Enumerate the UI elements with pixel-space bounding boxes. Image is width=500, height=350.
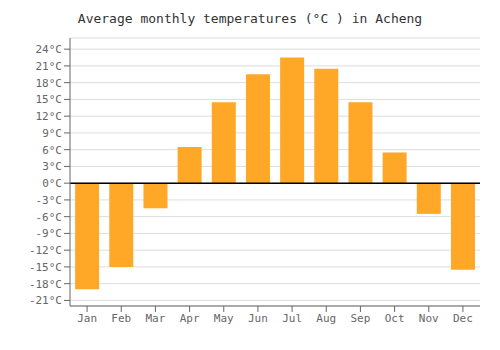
svg-text:0°C: 0°C — [42, 177, 62, 190]
svg-text:21°C: 21°C — [36, 60, 63, 73]
svg-text:Jul: Jul — [282, 312, 302, 325]
svg-text:May: May — [214, 312, 234, 325]
svg-text:9°C: 9°C — [42, 127, 62, 140]
svg-text:-3°C: -3°C — [36, 194, 63, 207]
svg-text:15°C: 15°C — [36, 93, 63, 106]
svg-text:Oct: Oct — [385, 312, 405, 325]
svg-text:-12°C: -12°C — [29, 244, 62, 257]
svg-text:Nov: Nov — [419, 312, 439, 325]
svg-text:Sep: Sep — [350, 312, 370, 325]
svg-text:-9°C: -9°C — [36, 227, 63, 240]
svg-text:24°C: 24°C — [36, 43, 63, 56]
svg-text:3°C: 3°C — [42, 160, 62, 173]
svg-text:Apr: Apr — [180, 312, 200, 325]
svg-text:-6°C: -6°C — [36, 211, 63, 224]
html-text:Average monthly temperatures (: Average monthly temperatures (°C ) in Ac… — [77, 11, 423, 26]
svg-text:-21°C: -21°C — [29, 294, 62, 307]
svg-text:-18°C: -18°C — [29, 278, 62, 291]
svg-text:-15°C: -15°C — [29, 261, 62, 274]
svg-text:12°C: 12°C — [36, 110, 63, 123]
svg-text:Feb: Feb — [111, 312, 131, 325]
svg-text:Mar: Mar — [145, 312, 165, 325]
svg-text:18°C: 18°C — [36, 77, 63, 90]
svg-text:Dec: Dec — [453, 312, 473, 325]
svg-text:6°C: 6°C — [42, 144, 62, 157]
svg-text:Aug: Aug — [316, 312, 336, 325]
svg-text:Jan: Jan — [77, 312, 97, 325]
svg-text:Jun: Jun — [248, 312, 268, 325]
